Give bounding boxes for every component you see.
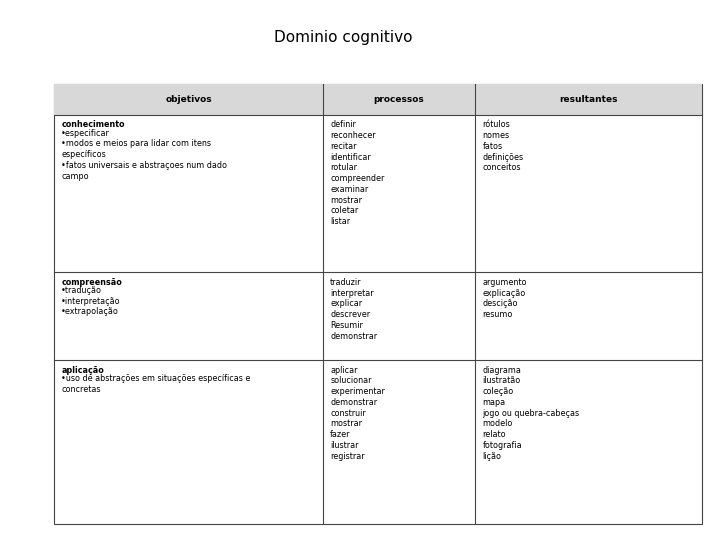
Text: Dominio cognitivo: Dominio cognitivo (274, 30, 412, 45)
Text: resultantes: resultantes (559, 95, 618, 104)
Text: •uso de abstrações em situações específicas e
concretas: •uso de abstrações em situações específi… (61, 374, 251, 394)
Text: argumento
explicação
descição
resumo: argumento explicação descição resumo (482, 278, 527, 319)
Text: compreensão: compreensão (61, 278, 122, 287)
Text: objetivos: objetivos (165, 95, 212, 104)
Text: aplicação: aplicação (61, 366, 104, 375)
Text: diagrama
ilustratão
coleção
mapa
jogo ou quebra-cabeças
modelo
relato
fotografia: diagrama ilustratão coleção mapa jogo ou… (482, 366, 580, 461)
Text: conhecimento: conhecimento (61, 120, 125, 130)
Text: definir
reconhecer
recitar
identificar
rotular
compreender
examinar
mostrar
cole: definir reconhecer recitar identificar r… (330, 120, 384, 226)
Text: •especificar
•modos e meios para lidar com itens
específicos
•fatos universais e: •especificar •modos e meios para lidar c… (61, 129, 228, 180)
Bar (323, 84, 475, 115)
Text: •tradução
•interpretação
•extrapolação: •tradução •interpretação •extrapolação (61, 286, 121, 316)
Bar (54, 84, 323, 115)
Text: processos: processos (374, 95, 424, 104)
Text: aplicar
solucionar
experimentar
demonstrar
construir
mostrar
fazer
ilustrar
regi: aplicar solucionar experimentar demonstr… (330, 366, 385, 461)
Bar (475, 84, 702, 115)
Text: traduzir
interpretar
explicar
descrever
Resumir
demonstrar: traduzir interpretar explicar descrever … (330, 278, 377, 341)
Bar (54, 84, 702, 524)
Text: rótulos
nomes
fatos
definições
conceitos: rótulos nomes fatos definições conceitos (482, 120, 523, 172)
